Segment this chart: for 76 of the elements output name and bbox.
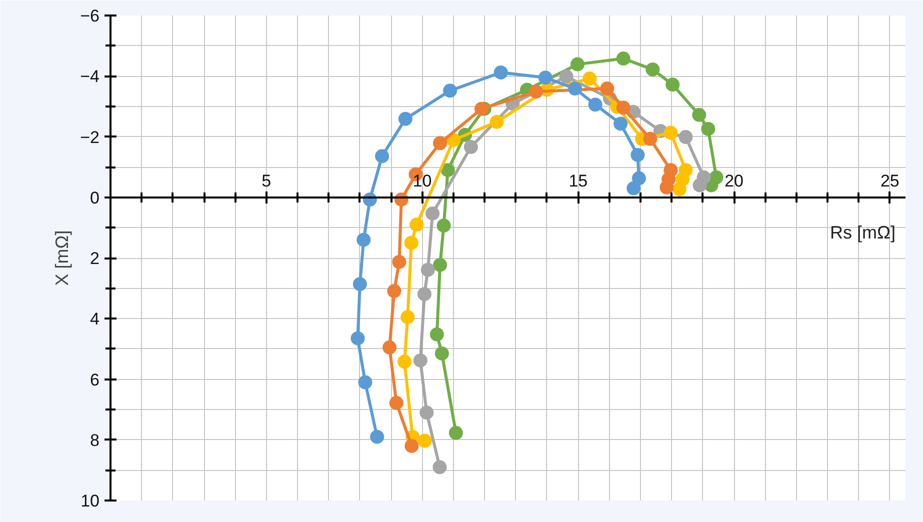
x-tick-label: 5 — [262, 171, 272, 190]
x-tick-label: 15 — [568, 171, 588, 190]
point — [404, 236, 418, 250]
point — [356, 232, 371, 247]
x-tick-label: 25 — [880, 171, 900, 190]
point — [588, 98, 602, 112]
point — [490, 114, 504, 129]
point — [418, 434, 432, 448]
point — [420, 262, 435, 277]
y-tick-label: 4 — [90, 310, 100, 329]
y-tick-label: 2 — [90, 249, 100, 268]
point — [417, 287, 432, 302]
y-tick-label: 0 — [90, 188, 100, 208]
point — [389, 396, 404, 410]
point — [630, 148, 645, 162]
y-axis-title: X [mΩ] — [52, 230, 72, 286]
point — [382, 340, 397, 354]
point — [387, 284, 402, 298]
y-tick-label: −6 — [80, 6, 100, 26]
point — [464, 140, 478, 154]
point — [559, 69, 574, 84]
y-tick-label: 8 — [90, 430, 100, 450]
point — [666, 78, 680, 92]
point — [434, 346, 449, 360]
point — [494, 66, 508, 80]
point — [538, 70, 552, 85]
point — [413, 353, 428, 368]
y-tick-label: 10 — [80, 492, 100, 510]
point — [370, 430, 384, 444]
point — [392, 254, 406, 269]
point — [616, 52, 630, 66]
point — [568, 82, 582, 96]
point — [692, 108, 706, 122]
point — [616, 100, 630, 115]
x-axis-title: Rs [mΩ] — [830, 222, 896, 242]
point — [433, 136, 448, 150]
point — [582, 72, 597, 86]
point — [433, 258, 448, 272]
point — [474, 102, 488, 116]
y-tick-label: −4 — [80, 67, 100, 86]
point — [570, 57, 585, 72]
point — [436, 218, 451, 233]
y-tick-label: 6 — [90, 370, 100, 390]
point — [678, 130, 693, 144]
point — [626, 181, 641, 196]
point — [446, 133, 460, 148]
point — [375, 149, 390, 164]
point — [529, 84, 544, 99]
point — [672, 182, 686, 196]
point — [426, 206, 440, 220]
x-tick-label: 20 — [724, 171, 744, 190]
point — [397, 354, 412, 369]
point — [643, 132, 658, 146]
x-tick-label: 10 — [412, 171, 432, 190]
point — [398, 112, 412, 126]
point — [410, 218, 424, 232]
point — [440, 163, 455, 178]
point — [358, 375, 372, 390]
point — [448, 426, 463, 440]
point — [692, 178, 707, 192]
point — [432, 460, 447, 474]
point — [664, 126, 678, 140]
point — [660, 180, 674, 194]
point — [350, 331, 365, 346]
point — [352, 277, 367, 292]
point — [632, 171, 646, 186]
point — [701, 122, 716, 136]
y-tick-label: −2 — [80, 128, 100, 147]
point — [404, 438, 419, 453]
point — [430, 327, 444, 342]
point — [614, 116, 628, 131]
point — [600, 82, 614, 96]
point — [420, 406, 434, 420]
point — [400, 310, 415, 324]
point — [443, 84, 458, 98]
point — [646, 62, 660, 76]
